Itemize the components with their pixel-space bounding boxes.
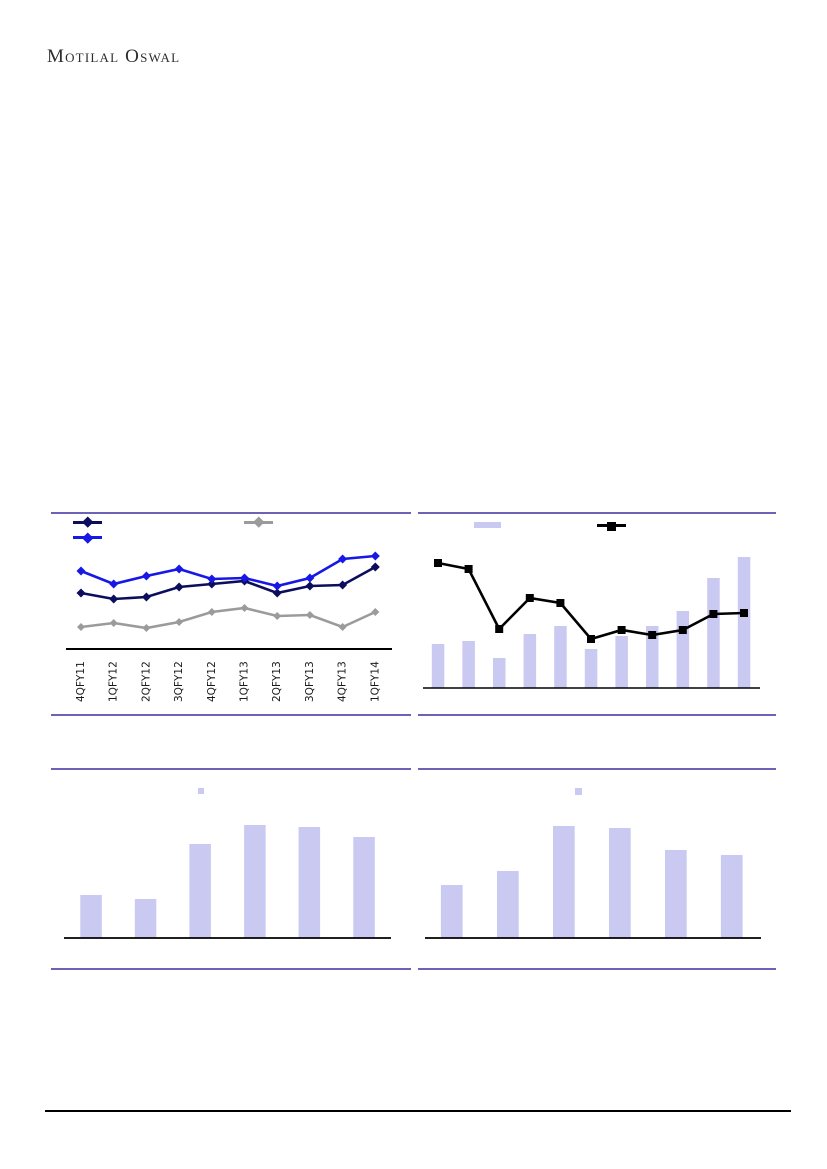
bar: [707, 578, 720, 688]
x-axis-label: 3QFY13: [304, 661, 316, 702]
bar: [80, 895, 102, 938]
series-bright-blue-line: [80, 554, 376, 588]
square-marker-icon: [740, 609, 748, 617]
legend-item-gray-series: [244, 516, 273, 528]
diamond-marker-icon: [207, 579, 217, 589]
series-dark-navy-line: [80, 565, 376, 601]
square-marker-icon: [709, 610, 718, 618]
x-axis-label: 2QFY12: [140, 661, 152, 702]
chart-panel-bottom-right: [418, 768, 776, 970]
bar: [646, 626, 659, 688]
bar: [737, 557, 751, 688]
bar: [493, 658, 506, 688]
diamond-marker-icon: [240, 573, 249, 583]
bar: [665, 850, 687, 938]
diamond-marker-icon: [174, 582, 184, 592]
bar: [720, 855, 743, 938]
x-axis-label: 3QFY12: [173, 661, 185, 702]
bar: [298, 827, 321, 938]
square-marker-icon: [525, 594, 534, 602]
bar: [554, 626, 567, 688]
diamond-marker-icon: [109, 619, 118, 627]
diamond-marker-icon: [305, 611, 314, 619]
legend-bar-swatch-icon: [198, 788, 204, 794]
bar-chart-plot: [425, 826, 761, 939]
diamond-marker-icon: [272, 581, 282, 591]
series-black-line-line: [437, 561, 745, 641]
legend-item-navy-series: [73, 516, 102, 528]
diamond-marker-icon: [338, 554, 348, 564]
x-axis-label: 1QFY14: [369, 661, 381, 702]
diamond-marker-icon: [207, 608, 216, 616]
diamond-marker-icon: [370, 562, 380, 572]
bar: [523, 634, 537, 688]
diamond-marker-icon: [273, 612, 282, 620]
series-gray-line: [80, 606, 376, 630]
diamond-marker-icon: [338, 623, 347, 631]
x-axis-label: 2QFY13: [271, 661, 283, 702]
bar: [497, 871, 519, 938]
footer-rule: [45, 1110, 791, 1112]
bar-chart-plot: [64, 825, 391, 939]
x-axis-label: 4QFY12: [206, 661, 218, 702]
bar: [431, 644, 445, 688]
diamond-marker-icon: [272, 588, 282, 598]
diamond-marker-icon: [338, 580, 348, 590]
bar: [134, 899, 157, 938]
legend-item-blue-series: [73, 531, 102, 543]
chart-panel-top-left: 4QFY11 1QFY12 2QFY12 3QFY12 4QFY12 1QFY13 2QFY…: [51, 512, 411, 716]
square-marker-icon: [678, 626, 687, 634]
x-axis-label: 4QFY13: [337, 661, 349, 702]
x-axis-label: 1QFY12: [108, 661, 120, 702]
diamond-marker-icon: [207, 574, 217, 584]
square-marker-icon: [617, 626, 626, 634]
diamond-marker-icon: [76, 588, 86, 598]
black-square-icon: [607, 522, 616, 531]
square-marker-icon: [434, 559, 442, 567]
motilal-oswal-logo: Motilal Oswal: [47, 46, 181, 67]
legend-bar-swatch-icon: [575, 788, 582, 795]
diamond-marker-icon: [141, 571, 151, 581]
diamond-marker-icon: [175, 618, 184, 626]
bar: [615, 636, 628, 688]
diamond-marker-icon: [77, 623, 85, 631]
legend-bar-swatch-icon: [474, 522, 501, 528]
diamond-marker-icon: [305, 581, 315, 591]
bar: [440, 885, 463, 938]
chart-panel-bottom-left: [51, 768, 411, 970]
bar-line-chart-plot: [423, 557, 760, 689]
square-marker-icon: [495, 625, 504, 633]
diamond-marker-icon: [109, 594, 119, 604]
bar: [353, 837, 375, 938]
chart-panel-top-right: [418, 512, 776, 716]
bar: [189, 844, 211, 938]
x-axis-label: 4QFY11: [75, 661, 87, 702]
bar: [609, 828, 631, 938]
x-axis-label: 1QFY13: [239, 661, 251, 702]
bar: [244, 825, 266, 938]
bar: [676, 611, 690, 688]
square-marker-icon: [648, 631, 657, 639]
diamond-marker-icon: [371, 608, 380, 616]
square-marker-icon: [587, 635, 595, 643]
diamond-marker-icon: [240, 604, 249, 612]
diamond-marker-icon: [76, 566, 86, 576]
square-marker-icon: [464, 565, 473, 573]
diamond-marker-icon: [142, 624, 151, 632]
bar: [584, 649, 598, 688]
legend-item-black-line: [597, 521, 626, 532]
diamond-marker-icon: [305, 573, 315, 583]
bar: [462, 641, 475, 688]
diamond-marker-icon: [370, 551, 380, 561]
diamond-marker-icon: [109, 579, 119, 589]
diamond-marker-icon: [174, 564, 184, 574]
square-marker-icon: [556, 599, 565, 607]
line-chart-plot: 4QFY11 1QFY12 2QFY12 3QFY12 4QFY12 1QFY13 2QFY…: [66, 551, 392, 702]
bar: [553, 826, 575, 938]
diamond-marker-icon: [141, 592, 151, 602]
